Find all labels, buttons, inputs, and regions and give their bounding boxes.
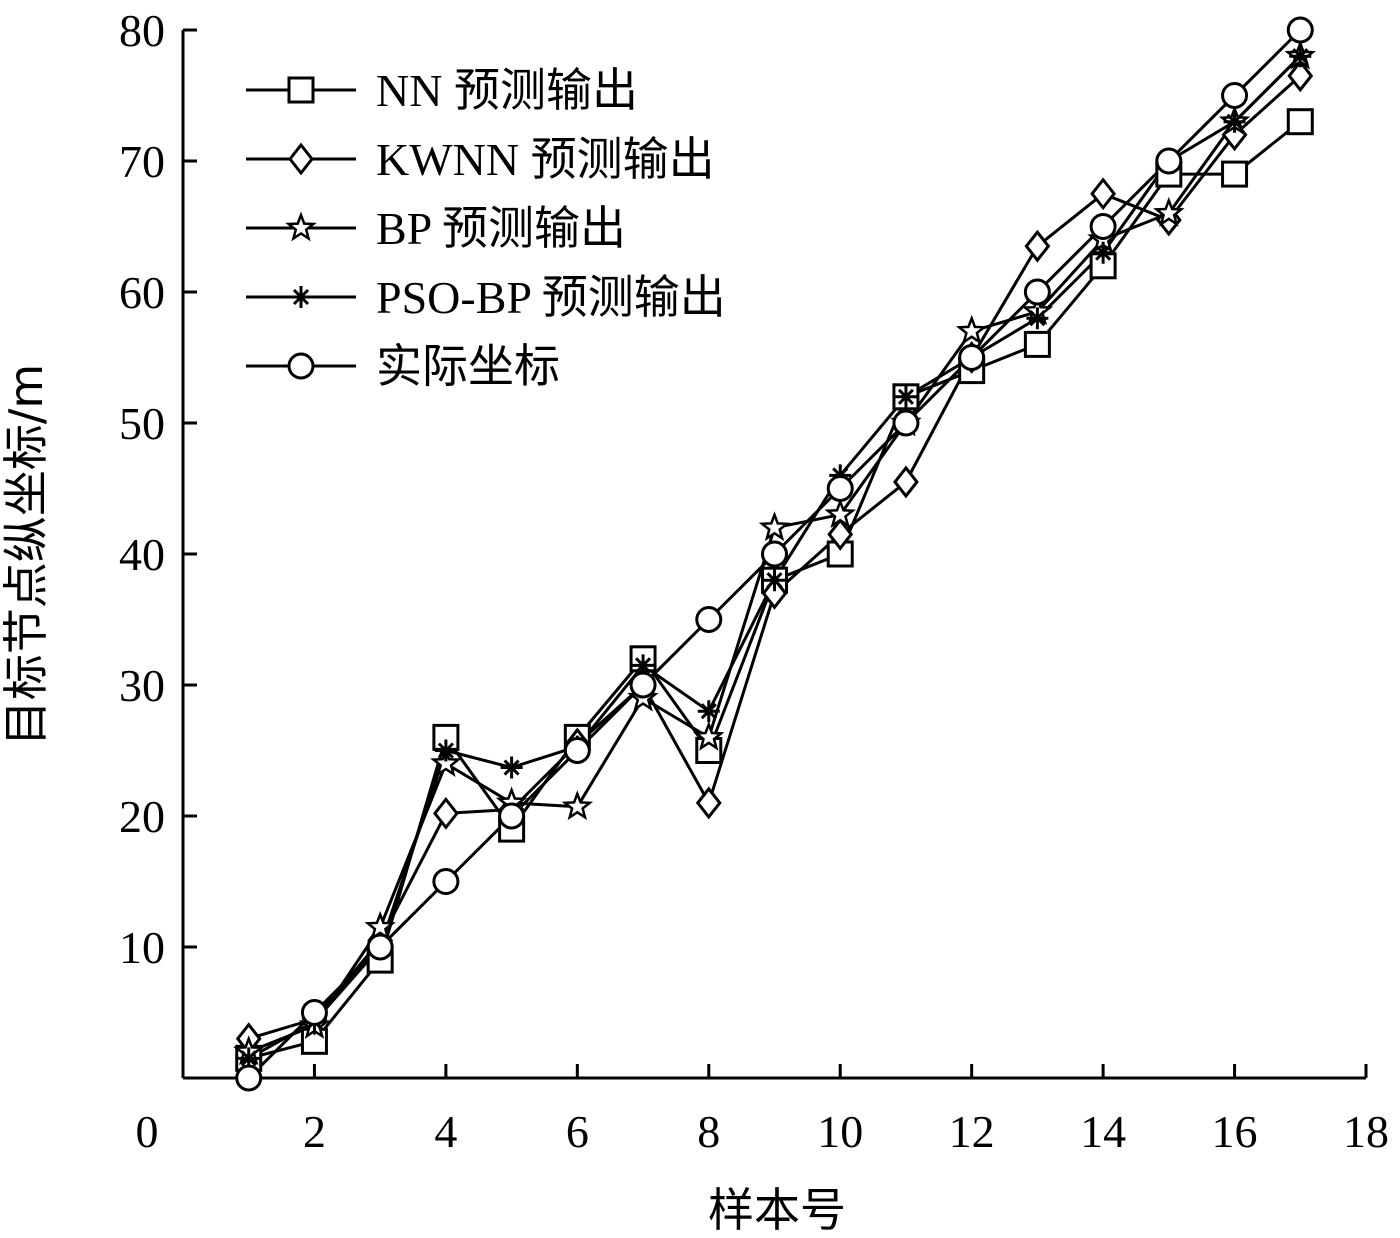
data-point-circle: [300, 999, 328, 1026]
data-point-circle: [695, 606, 723, 633]
data-point-circle: [1023, 278, 1051, 306]
data-point-diamond: [432, 796, 459, 830]
legend-label: KWNN 预测输出: [376, 134, 715, 185]
data-point-square: [1023, 330, 1051, 358]
y-tick-label: 60: [119, 267, 165, 318]
x-tick-label: 4: [434, 1106, 457, 1157]
series-markers-circle: [235, 16, 1314, 1092]
data-point-plus: [1026, 307, 1049, 330]
data-point-star: [1153, 196, 1185, 227]
y-tick-label: 70: [119, 136, 165, 187]
x-tick-label: 10: [817, 1106, 863, 1157]
legend-entry: KWNN 预测输出: [246, 134, 715, 185]
data-point-star: [824, 498, 856, 529]
data-point-star: [693, 720, 725, 751]
data-point-circle: [892, 409, 920, 437]
x-tick-label: 18: [1343, 1106, 1389, 1157]
x-tick-label: 0: [136, 1106, 159, 1157]
legend-marker-diamond: [288, 142, 314, 176]
data-point-circle: [958, 344, 986, 371]
data-point-circle: [1155, 147, 1183, 175]
x-tick-label: 12: [949, 1106, 995, 1157]
y-tick-label: 50: [119, 398, 165, 449]
data-point-plus: [1223, 110, 1246, 133]
plot-area: [233, 16, 1316, 1092]
data-point-plus: [894, 385, 917, 408]
data-point-circle: [235, 1064, 263, 1092]
data-point-plus: [632, 654, 655, 677]
y-tick-label: 40: [119, 529, 165, 580]
legend-entry: PSO-BP 预测输出: [246, 272, 726, 323]
data-point-circle: [826, 475, 854, 502]
data-point-plus: [763, 569, 786, 592]
data-point-plus: [500, 756, 523, 779]
data-point-star: [758, 511, 791, 542]
data-point-plus: [697, 700, 720, 723]
x-tick-label: 14: [1080, 1106, 1126, 1157]
data-point-circle: [1221, 82, 1249, 109]
data-point-circle: [498, 802, 526, 830]
data-point-plus: [237, 1047, 260, 1070]
data-point-plus: [1092, 241, 1115, 264]
legend-entry: NN 预测输出: [246, 65, 638, 116]
data-point-diamond: [695, 786, 722, 820]
data-point-circle: [366, 933, 394, 961]
data-point-circle: [432, 868, 460, 895]
legend-label: PSO-BP 预测输出: [376, 272, 726, 323]
data-point-circle: [1089, 213, 1117, 240]
data-point-star: [364, 910, 396, 941]
data-point-diamond: [1287, 59, 1314, 93]
y-tick-label: 30: [119, 660, 165, 711]
data-point-circle: [761, 540, 788, 568]
legend-marker-star: [285, 211, 317, 242]
legend-label: 实际坐标: [376, 341, 560, 392]
x-tick-label: 6: [566, 1106, 589, 1157]
data-point-plus: [434, 739, 457, 762]
data-point-diamond: [893, 465, 919, 499]
legend-marker-circle: [287, 352, 315, 380]
y-axis-title: 目标节点纵坐标/m: [0, 364, 53, 746]
x-tick-label: 8: [697, 1106, 720, 1157]
data-point-diamond: [827, 517, 854, 551]
legend-entry: 实际坐标: [246, 341, 560, 392]
legend-marker-plus: [290, 286, 312, 308]
data-point-star: [430, 747, 462, 777]
legend-label: BP 预测输出: [376, 203, 626, 254]
data-point-circle: [629, 671, 657, 699]
data-point-diamond: [1090, 177, 1117, 211]
x-axis-title: 样本号: [708, 1183, 846, 1237]
data-point-star: [955, 314, 988, 345]
y-tick-label: 20: [119, 791, 165, 842]
y-tick-label: 80: [119, 5, 165, 56]
legend-entry: BP 预测输出: [246, 203, 626, 254]
data-point-circle: [1286, 16, 1314, 44]
data-point-circle: [563, 737, 591, 764]
legend-label: NN 预测输出: [376, 65, 638, 116]
x-tick-label: 16: [1212, 1106, 1258, 1157]
ticks: 0 2 4 6 8 10 12 14 16 18 10 20 30 40 50 60 70 80: [119, 5, 1389, 1157]
data-point-plus: [1289, 45, 1312, 68]
data-point-star: [561, 790, 594, 821]
data-point-square: [1221, 160, 1249, 188]
legend-marker-square: [287, 76, 315, 104]
data-point-square: [1286, 108, 1314, 136]
y-tick-label: 10: [119, 922, 165, 973]
data-point-diamond: [1024, 229, 1051, 263]
x-tick-label: 2: [303, 1106, 326, 1157]
